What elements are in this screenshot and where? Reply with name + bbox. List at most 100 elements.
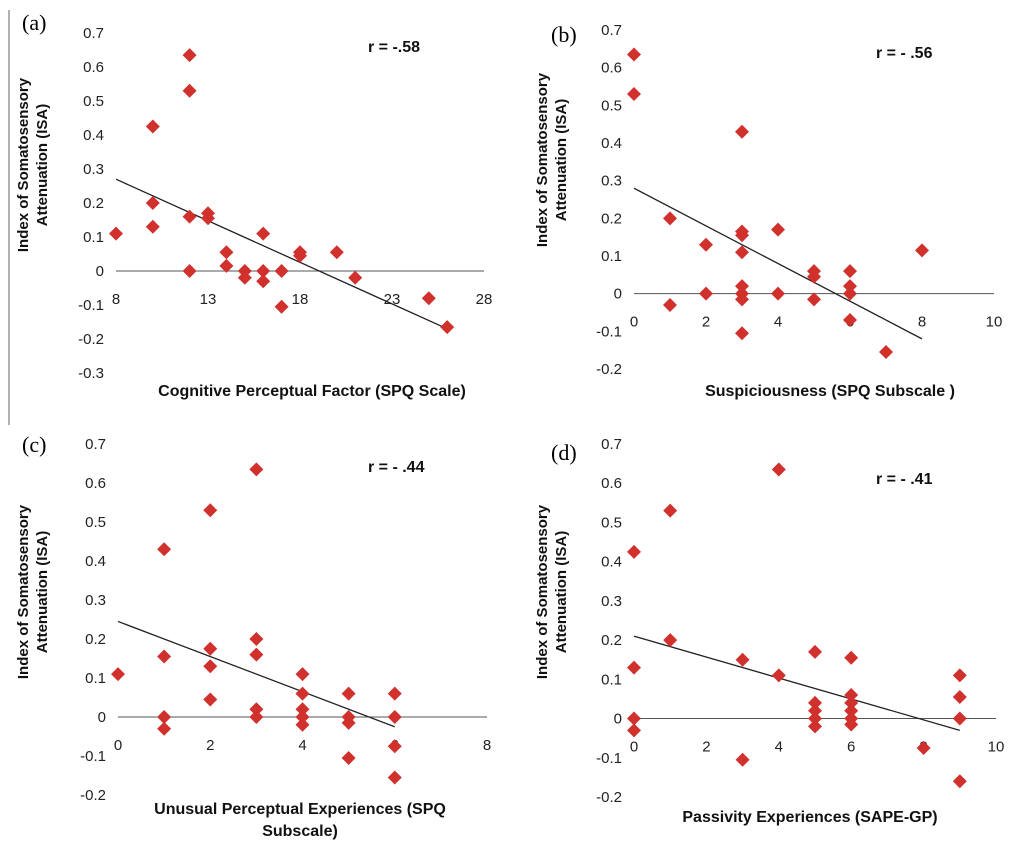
panel-d-y-axis-title: Index of Somatosensory Attenuation (ISA) xyxy=(534,504,570,679)
panel-a-data-point xyxy=(348,270,363,285)
panel-a-data-point xyxy=(182,209,197,224)
panel-a-ytick-label: 0.6 xyxy=(83,59,104,76)
panel-c-data-point xyxy=(203,641,218,656)
panel-b-ytick-label: 0.3 xyxy=(601,173,622,190)
panel-b-ytick-label: 0.5 xyxy=(601,97,622,114)
panel-b-xtick-label: 2 xyxy=(702,314,710,331)
panel-d-ytick-label: 0.3 xyxy=(601,593,622,610)
panel-b-data-point xyxy=(663,297,677,312)
panel-a-data-point xyxy=(201,211,215,226)
panel-b-data-point xyxy=(807,269,821,284)
panel-a-data-point xyxy=(145,196,160,210)
panel-b-ylabel-line1: Index of Somatosensory xyxy=(534,72,551,247)
panel-b-data-point xyxy=(735,279,749,294)
panel-d-y-ticks: -0.2 -0.1 0 0.1 0.2 0.3 0.4 0.5 0.6 0.7 xyxy=(596,436,622,806)
panel-a-points xyxy=(109,48,455,335)
panel-a-data-point xyxy=(219,245,234,260)
panel-d-data-point xyxy=(627,711,641,726)
panel-c-xlabel-line2: Subscale) xyxy=(262,823,338,840)
panel-a-data-point xyxy=(145,119,160,134)
panel-d-ytick-label: 0 xyxy=(614,711,622,728)
panel-b-data-point xyxy=(843,264,857,279)
panel-d-trendline xyxy=(633,635,960,731)
panel-d-data-point xyxy=(844,688,859,703)
panel-d-data-point xyxy=(627,544,641,559)
panel-a-data-point xyxy=(237,270,252,285)
panel-a-data-point xyxy=(329,245,344,260)
panel-c-data-point xyxy=(295,702,310,717)
panel-d-ytick-label: 0.6 xyxy=(601,475,622,492)
panel-c-y-axis-title: Index of Somatosensory Attenuation (ISA) xyxy=(15,504,51,679)
panel-d-data-point xyxy=(808,695,822,710)
panel-c-data-point xyxy=(203,692,218,707)
panel-c-trendline xyxy=(117,620,395,728)
panel-b-data-point xyxy=(735,228,749,243)
panel-c-ytick-label: -0.2 xyxy=(80,787,106,804)
panel-d-correlation: r = - .41 xyxy=(876,471,933,488)
panel-a-ytick-label: 0.1 xyxy=(83,229,104,246)
panel-d: (d) Index of Somatosensory Attenuation (… xyxy=(534,436,1004,826)
panel-c-ytick-label: 0.5 xyxy=(85,514,106,531)
panel-b-data-point xyxy=(735,326,749,341)
panel-a-xtick-label: 13 xyxy=(200,291,217,308)
panel-c-ytick-label: -0.1 xyxy=(80,748,106,765)
panel-a-ytick-label: -0.3 xyxy=(78,365,104,382)
panel-a-ytick-label: 0.7 xyxy=(83,25,104,42)
panel-a-xtick-label: 18 xyxy=(292,291,309,308)
panel-b-ytick-label: 0 xyxy=(614,286,622,303)
panel-c-data-point xyxy=(387,710,402,724)
panel-d-x-ticks: 0246810 xyxy=(630,739,1005,756)
panel-a-ytick-label: 0.5 xyxy=(83,93,104,110)
panel-d-ylabel-line2: Attenuation (ISA) xyxy=(553,531,570,653)
panel-d-data-point xyxy=(808,711,822,726)
panel-c-ytick-label: 0.4 xyxy=(85,553,106,570)
panel-c-ytick-label: 0.7 xyxy=(85,436,106,453)
panel-c-data-point xyxy=(295,710,310,724)
panel-a-ytick-label: -0.1 xyxy=(78,297,104,314)
panel-b-data-point xyxy=(807,292,821,307)
panel-b-xtick-label: 4 xyxy=(774,314,782,331)
panel-b-data-point xyxy=(843,313,857,328)
panel-d-label: (d) xyxy=(551,440,577,465)
panel-c-y-ticks: -0.2 -0.1 0 0.1 0.2 0.3 0.4 0.5 0.6 0.7 xyxy=(80,436,106,804)
panel-d-data-point xyxy=(663,633,678,648)
panel-c-data-point xyxy=(203,659,218,674)
panel-d-data-point xyxy=(771,668,786,683)
panel-d-data-point xyxy=(952,689,967,704)
panel-a-xtick-label: 28 xyxy=(476,291,493,308)
panel-b-y-axis-title: Index of Somatosensory Attenuation (ISA) xyxy=(534,72,570,247)
panel-a-ylabel-line2: Attenuation (ISA) xyxy=(34,104,51,226)
panel-a-data-point xyxy=(256,264,271,278)
panel-d-ytick-label: 0.2 xyxy=(601,632,622,649)
panel-a-data-point xyxy=(109,226,123,241)
panel-c-data-point xyxy=(387,739,402,754)
panel-a-xtick-label: 23 xyxy=(384,291,401,308)
panel-c-data-point xyxy=(249,462,264,477)
panel-b-data-point xyxy=(735,292,749,307)
panel-a-xtick-label: 8 xyxy=(112,291,120,308)
panel-b-data-point xyxy=(843,279,857,294)
panel-b-data-point xyxy=(663,211,677,226)
panel-d-data-point xyxy=(844,650,859,665)
panel-b-points xyxy=(627,47,929,360)
panel-a-trendline xyxy=(115,178,448,330)
panel-c-data-point xyxy=(249,710,264,724)
panel-d-data-point xyxy=(808,703,822,718)
panel-c-ylabel-line2: Attenuation (ISA) xyxy=(34,531,51,653)
panel-b-xtick-label: 8 xyxy=(918,314,926,331)
panel-a-data-point xyxy=(219,258,234,273)
panel-b-xtick-label: 10 xyxy=(986,314,1003,331)
panel-d-ytick-label: 0.5 xyxy=(601,514,622,531)
panel-b-xtick-label: 0 xyxy=(630,314,638,331)
panel-b-x-ticks: 0246810 xyxy=(630,314,1003,331)
panel-d-data-point xyxy=(844,717,859,732)
panel-d-data-point xyxy=(808,719,822,734)
panel-d-data-point xyxy=(952,711,967,726)
panel-c-data-point xyxy=(157,721,172,736)
panel-c-data-point xyxy=(341,686,356,701)
panel-d-data-point xyxy=(844,695,859,710)
panel-c-xtick-label: 0 xyxy=(114,737,122,754)
panel-c-x-ticks: 02468 xyxy=(114,737,491,754)
panel-d-data-point xyxy=(916,740,931,755)
